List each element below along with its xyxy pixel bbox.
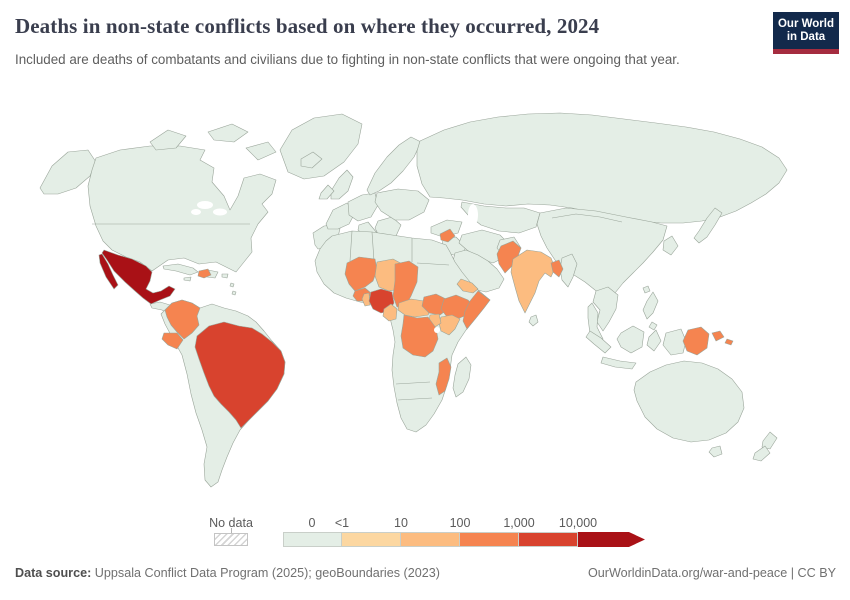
country-sulawesi[interactable] — [646, 329, 662, 352]
owid-logo-box: Our World in Data — [773, 12, 839, 49]
country-colombia[interactable] — [164, 299, 201, 340]
country-tasmania[interactable] — [708, 445, 723, 458]
country-eastern-europe[interactable] — [374, 188, 430, 221]
legend-bin-4[interactable] — [519, 532, 578, 547]
country-australia[interactable] — [633, 360, 745, 443]
sea-black-sea — [420, 213, 444, 223]
country-russia[interactable] — [416, 112, 788, 224]
legend-tick-label-5: 10,000 — [558, 516, 598, 530]
country-scandinavia[interactable] — [366, 136, 422, 196]
country-haiti[interactable] — [197, 268, 212, 279]
country-sumatra[interactable] — [585, 330, 612, 354]
country-taiwan[interactable] — [642, 285, 651, 294]
legend-tick-label-1: <1 — [334, 516, 350, 530]
legend-bin-1[interactable] — [342, 532, 401, 547]
footer-right: OurWorldinData.org/war-and-peace | CC BY — [588, 566, 836, 580]
country-puerto-rico[interactable] — [221, 273, 229, 279]
legend-bin-5-arrow[interactable] — [578, 532, 645, 547]
country-canada-usa[interactable] — [87, 145, 277, 273]
border-mongolia — [551, 213, 623, 223]
legend-bin-0[interactable] — [283, 532, 342, 547]
country-greenland[interactable] — [279, 113, 363, 180]
country-new-zealand-south[interactable] — [752, 445, 771, 462]
data-source-text: Uppsala Conflict Data Program (2025); ge… — [91, 566, 440, 580]
sea-caspian — [468, 204, 478, 226]
country-bangladesh[interactable] — [550, 259, 564, 278]
country-papua-new-guinea[interactable] — [682, 326, 710, 356]
lake-victoria — [434, 327, 440, 333]
chart-subtitle: Included are deaths of combatants and ci… — [15, 52, 680, 67]
legend-tick-label-0: 0 — [308, 516, 316, 530]
legend-tick-label-4: 1,000 — [503, 516, 535, 530]
country-ireland[interactable] — [318, 184, 335, 200]
legend-bin-3[interactable] — [460, 532, 519, 547]
country-brazil[interactable] — [194, 321, 286, 429]
lake-great-lakes-3 — [191, 209, 201, 215]
border-north-africa — [349, 230, 450, 401]
country-pakistan[interactable] — [496, 240, 522, 274]
country-philippines[interactable] — [642, 291, 659, 331]
country-lesser-antilles[interactable] — [229, 282, 237, 296]
page-title: Deaths in non-state conflicts based on w… — [15, 14, 600, 38]
data-source-line: Data source: Uppsala Conflict Data Progr… — [15, 566, 440, 580]
country-japan[interactable] — [693, 207, 723, 244]
owid-logo-line1: Our World — [777, 17, 834, 30]
country-korea[interactable] — [662, 235, 679, 256]
footer-separator: | — [787, 566, 798, 580]
country-mexico[interactable] — [101, 249, 176, 305]
country-arctic-island-1[interactable] — [149, 129, 187, 151]
country-cameroon[interactable] — [382, 303, 398, 322]
country-mali[interactable] — [344, 256, 378, 292]
country-mexico-baja[interactable] — [98, 253, 119, 290]
country-india[interactable] — [510, 249, 556, 314]
legend-tick-label-3: 100 — [449, 516, 471, 530]
country-iberia[interactable] — [312, 223, 342, 250]
country-central-europe[interactable] — [347, 192, 379, 222]
country-borneo[interactable] — [616, 325, 645, 354]
country-somalia[interactable] — [462, 290, 491, 330]
country-yemen[interactable] — [456, 278, 479, 294]
country-new-zealand-north[interactable] — [761, 431, 778, 450]
country-alaska[interactable] — [39, 149, 97, 195]
map-legend: No data 0 <1 10 100 1,000 10,000 — [0, 510, 850, 555]
country-benin[interactable] — [361, 292, 371, 307]
country-mozambique[interactable] — [435, 357, 452, 396]
owid-logo-line2: in Data — [786, 30, 826, 43]
owid-logo[interactable]: Our World in Data — [773, 12, 839, 54]
country-france[interactable] — [325, 202, 356, 230]
country-syria[interactable] — [439, 228, 456, 243]
data-source-label: Data source: — [15, 566, 92, 580]
lake-great-lakes-2 — [213, 208, 227, 216]
footer-link[interactable]: OurWorldinData.org/war-and-peace — [587, 566, 788, 580]
country-central-asia[interactable] — [460, 201, 541, 234]
country-dr-congo[interactable] — [400, 314, 439, 358]
country-arctic-island-3[interactable] — [245, 141, 277, 161]
country-cuba[interactable] — [162, 263, 199, 276]
legend-no-data-swatch[interactable] — [214, 533, 248, 546]
owid-logo-stripe — [773, 49, 839, 54]
country-iceland[interactable] — [300, 151, 323, 169]
lake-great-lakes-1 — [197, 201, 213, 209]
country-madagascar[interactable] — [452, 356, 472, 398]
legend-tick-label-2: 10 — [394, 516, 408, 530]
country-sri-lanka[interactable] — [528, 314, 539, 327]
country-ecuador[interactable] — [161, 332, 184, 350]
country-java[interactable] — [600, 356, 637, 370]
legend-no-data-tick — [231, 528, 232, 533]
country-united-kingdom[interactable] — [330, 169, 354, 200]
country-arctic-island-2[interactable] — [207, 123, 249, 143]
footer-license: CC BY — [797, 566, 837, 580]
country-west-papua[interactable] — [662, 328, 687, 356]
country-china[interactable] — [536, 207, 668, 298]
country-indochina[interactable] — [592, 286, 619, 332]
country-png-islands[interactable] — [711, 330, 734, 346]
legend-bin-2[interactable] — [401, 532, 460, 547]
legend-no-data-label: No data — [209, 516, 253, 530]
country-turkey[interactable] — [430, 219, 463, 238]
country-jamaica[interactable] — [183, 276, 192, 282]
